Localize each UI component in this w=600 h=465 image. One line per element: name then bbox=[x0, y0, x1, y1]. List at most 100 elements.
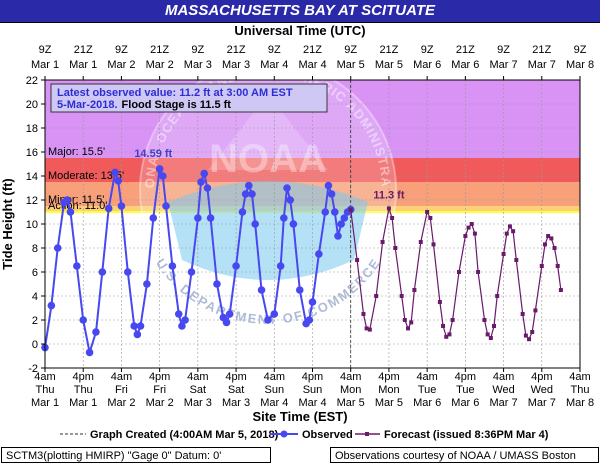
observed-point bbox=[117, 202, 126, 210]
forecast-point bbox=[495, 294, 500, 298]
forecast-point bbox=[355, 258, 360, 262]
forecast-point bbox=[450, 318, 455, 322]
observed-point bbox=[286, 196, 295, 204]
top-tick-hour: 21Z bbox=[150, 44, 169, 56]
chart-title: MASSACHUSETTS BAY AT SCITUATE bbox=[164, 2, 435, 19]
x-axis-title: Site Time (EST) bbox=[252, 409, 347, 424]
top-tick-date: Mar 4 bbox=[260, 59, 288, 71]
bottom-tick-day: Sat bbox=[228, 384, 245, 396]
bottom-tick-date: Mar 8 bbox=[566, 397, 594, 409]
bottom-tick-day: Thu bbox=[36, 384, 55, 396]
info-latest-value: Latest observed value: 11.2 ft at 3:00 A… bbox=[57, 87, 293, 99]
bottom-tick-date: Mar 5 bbox=[337, 397, 365, 409]
observed-point bbox=[276, 262, 285, 270]
bottom-tick-date: Mar 1 bbox=[69, 397, 97, 409]
forecast-point bbox=[374, 294, 379, 298]
top-tick-date: Mar 3 bbox=[184, 59, 212, 71]
top-tick-hour: 21Z bbox=[456, 44, 475, 56]
top-tick-hour: 21Z bbox=[379, 44, 398, 56]
bottom-tick-date: Mar 1 bbox=[31, 397, 59, 409]
forecast-point bbox=[485, 332, 490, 337]
y-tick-label: 0 bbox=[32, 339, 38, 351]
forecast-series bbox=[348, 206, 563, 342]
bottom-tick-date: Mar 2 bbox=[146, 397, 174, 409]
observed-point bbox=[264, 316, 272, 324]
forecast-point bbox=[361, 312, 366, 316]
observed-point bbox=[85, 348, 94, 357]
y-tick-label: 10 bbox=[26, 219, 38, 231]
observed-point bbox=[222, 318, 231, 327]
legend-graph-created: Graph Created (4:00AM Mar 5, 2018) bbox=[90, 429, 279, 441]
observed-point bbox=[197, 178, 205, 186]
forecast-point bbox=[456, 270, 461, 274]
y-axis-title: Tide Height (ft) bbox=[0, 178, 15, 269]
observed-point bbox=[330, 208, 339, 216]
observed-point bbox=[136, 322, 145, 330]
observed-point bbox=[321, 208, 330, 216]
annotation-forecast-peak: 11.3 ft bbox=[373, 189, 405, 201]
observed-point bbox=[73, 262, 81, 270]
observed-point bbox=[162, 202, 170, 210]
observed-point bbox=[324, 181, 333, 190]
forecast-point bbox=[507, 224, 512, 229]
forecast-point bbox=[472, 231, 477, 236]
observed-point bbox=[168, 262, 177, 270]
y-tick-label: 20 bbox=[26, 99, 38, 111]
bottom-tick-time: 4am bbox=[111, 371, 132, 383]
bottom-tick-time: 4am bbox=[493, 371, 514, 383]
observed-point bbox=[187, 268, 196, 276]
observed-point bbox=[114, 177, 123, 185]
bottom-tick-day: Tue bbox=[418, 384, 437, 396]
observed-point bbox=[133, 330, 142, 339]
top-tick-date: Mar 5 bbox=[375, 59, 403, 71]
observed-point bbox=[98, 268, 107, 276]
forecast-point bbox=[466, 225, 471, 230]
top-tick-date: Mar 2 bbox=[107, 59, 135, 71]
bottom-tick-day: Thu bbox=[74, 384, 93, 396]
forecast-point bbox=[558, 288, 563, 292]
top-tick-date: Mar 1 bbox=[69, 59, 97, 71]
top-tick-hour: 21Z bbox=[532, 44, 551, 56]
legend-observed-marker bbox=[280, 430, 288, 438]
observed-point bbox=[203, 184, 212, 192]
observed-point bbox=[200, 169, 209, 178]
bottom-tick-time: 4am bbox=[187, 371, 208, 383]
top-tick-hour: 21Z bbox=[74, 44, 93, 56]
bottom-tick-day: Sat bbox=[190, 384, 207, 396]
top-tick-date: Mar 7 bbox=[528, 59, 556, 71]
observed-point bbox=[238, 208, 247, 216]
top-tick-date: Mar 1 bbox=[31, 59, 59, 71]
axes: -2 0 2 4 6 8 10 12 14 16 18 20 22 9Z Mar 1 21Z Mar 1 9Z Ma… bbox=[26, 44, 594, 409]
top-tick-hour: 9Z bbox=[421, 44, 434, 56]
y-tick-label: 12 bbox=[26, 195, 38, 207]
bottom-tick-date: Mar 7 bbox=[528, 397, 556, 409]
top-tick-hour: 9Z bbox=[344, 44, 357, 56]
bottom-tick-day: Thu bbox=[571, 384, 590, 396]
observed-point bbox=[327, 190, 336, 198]
observed-point bbox=[305, 316, 314, 324]
forecast-point bbox=[444, 334, 449, 339]
bottom-tick-day: Mon bbox=[378, 384, 399, 396]
observed-point bbox=[241, 190, 250, 198]
top-tick-hour: 21Z bbox=[227, 44, 246, 56]
footer-right: Observations courtesy of NOAA / UMASS Bo… bbox=[330, 447, 599, 463]
bottom-tick-time: 4am bbox=[34, 371, 55, 383]
observed-point bbox=[174, 310, 183, 318]
observed-point bbox=[248, 190, 256, 198]
observed-point bbox=[111, 168, 119, 177]
observed-point bbox=[251, 220, 259, 228]
forecast-point bbox=[542, 242, 547, 247]
bottom-tick-time: 4pm bbox=[531, 371, 552, 383]
forecast-point bbox=[380, 240, 385, 244]
y-tick-label: 16 bbox=[26, 147, 38, 159]
forecast-point bbox=[552, 246, 557, 250]
forecast-point bbox=[418, 240, 423, 244]
legend-forecast-marker bbox=[365, 432, 369, 436]
observed-point bbox=[159, 172, 167, 180]
top-axis-title: Universal Time (UTC) bbox=[234, 23, 365, 38]
info-flood-stage: Flood Stage is 11.5 ft bbox=[122, 99, 232, 111]
top-tick-hour: 9Z bbox=[268, 44, 281, 56]
forecast-line bbox=[350, 206, 562, 341]
